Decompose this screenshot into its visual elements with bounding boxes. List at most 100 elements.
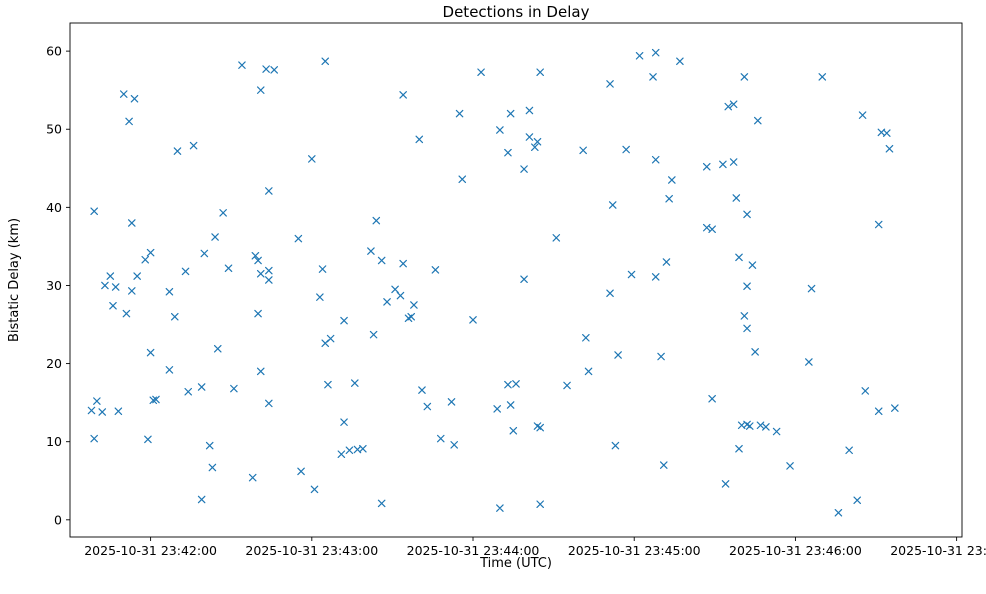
scatter-point (536, 500, 544, 508)
scatter-point (321, 57, 330, 66)
x-axis-ticks: 2025-10-31 23:42:00 2025-10-31 23:43:00 20… (84, 537, 986, 558)
y-tick-label: 30 (46, 278, 62, 293)
scatter-point (90, 207, 98, 216)
scatter-point (751, 348, 759, 356)
axes-border (69, 22, 963, 538)
scatter-point (659, 461, 668, 469)
scatter-point (146, 248, 155, 257)
scatter-point (197, 495, 206, 504)
scatter-point (885, 144, 894, 153)
x-axis-label: Time (UTC) (479, 556, 552, 571)
scatter-point (165, 287, 174, 296)
scatter-point (170, 312, 179, 321)
scatter-point (208, 463, 217, 472)
plot-title: Detections in Delay (443, 3, 590, 21)
scatter-point (377, 499, 386, 508)
scatter-point (614, 351, 622, 359)
scatter-point (882, 129, 891, 137)
scatter-point (436, 434, 445, 443)
scatter-point (238, 61, 246, 69)
scatter-point (146, 348, 155, 357)
scatter-point (189, 141, 198, 150)
scatter-point (122, 309, 131, 318)
scatter-point (520, 165, 528, 173)
y-tick-label: 40 (46, 200, 62, 215)
y-tick-label: 50 (46, 122, 62, 137)
scatter-point (265, 266, 273, 275)
plot-area (70, 23, 962, 537)
scatter-point (606, 289, 614, 298)
scatter-point (310, 485, 319, 494)
scatter-point (152, 395, 160, 404)
scatter-point (127, 287, 136, 295)
scatter-point (256, 269, 265, 278)
scatter-point (369, 330, 378, 339)
scatter-point (230, 384, 238, 393)
scatter-point (407, 312, 416, 321)
scatter-point (493, 405, 501, 413)
scatter-point (270, 66, 278, 74)
scatter-point (200, 249, 209, 258)
scatter-point (525, 133, 534, 141)
scatter-point (367, 247, 375, 255)
y-tick-label: 20 (46, 356, 62, 371)
scatter-point (141, 255, 150, 264)
x-tick-label: 2025-10-31 23:47:00 (890, 543, 986, 558)
scatter-point (251, 251, 260, 260)
scatter-point (256, 367, 265, 376)
scatter-point (345, 446, 354, 455)
scatter-point (509, 426, 518, 435)
scatter-point (399, 91, 407, 99)
scatter-point (254, 309, 262, 318)
scatter-point (563, 381, 571, 390)
scatter-point (627, 270, 636, 279)
scatter-point (173, 147, 182, 155)
scatter-point (721, 480, 730, 488)
scatter-point (197, 383, 206, 391)
scatter-point (326, 334, 335, 343)
scatter-point (743, 210, 751, 219)
scatter-point (127, 219, 136, 227)
scatter-point (254, 256, 262, 265)
scatter-points (87, 48, 899, 517)
scatter-point (90, 434, 98, 443)
scatter-point (165, 366, 174, 374)
scatter-point (582, 334, 590, 342)
scatter-point (101, 281, 109, 290)
scatter-point (772, 427, 781, 436)
scatter-point (219, 209, 227, 217)
scatter-point (377, 256, 386, 265)
scatter-point (350, 379, 359, 387)
scatter-point (740, 312, 749, 320)
scatter-point (748, 261, 757, 269)
scatter-point (308, 155, 316, 163)
scatter-point (396, 291, 405, 300)
scatter-point (743, 324, 751, 333)
scatter-point (340, 316, 348, 325)
scatter-point (316, 293, 324, 301)
scatter-point (635, 52, 644, 60)
y-tick-label: 10 (46, 434, 62, 449)
scatter-point (818, 73, 827, 81)
x-tick-label: 2025-10-31 23:46:00 (729, 543, 862, 558)
y-axis-ticks: 0 10 20 30 40 50 60 (46, 44, 70, 527)
scatter-point (111, 283, 120, 291)
scatter-point (418, 386, 426, 394)
scatter-point (611, 441, 620, 450)
scatter-point (622, 145, 630, 154)
x-tick-label: 2025-10-31 23:42:00 (84, 543, 217, 558)
scatter-point (119, 90, 128, 98)
scatter-point (423, 402, 432, 411)
scatter-point (676, 57, 684, 66)
scatter-point (740, 73, 749, 81)
scatter-point (106, 272, 115, 280)
scatter-point (447, 398, 456, 406)
scatter-point (608, 201, 617, 209)
scatter-point (109, 301, 117, 310)
x-tick-label: 2025-10-31 23:45:00 (568, 543, 701, 558)
scatter-point (536, 68, 544, 77)
scatter-point (668, 176, 676, 184)
scatter-point (845, 446, 853, 455)
